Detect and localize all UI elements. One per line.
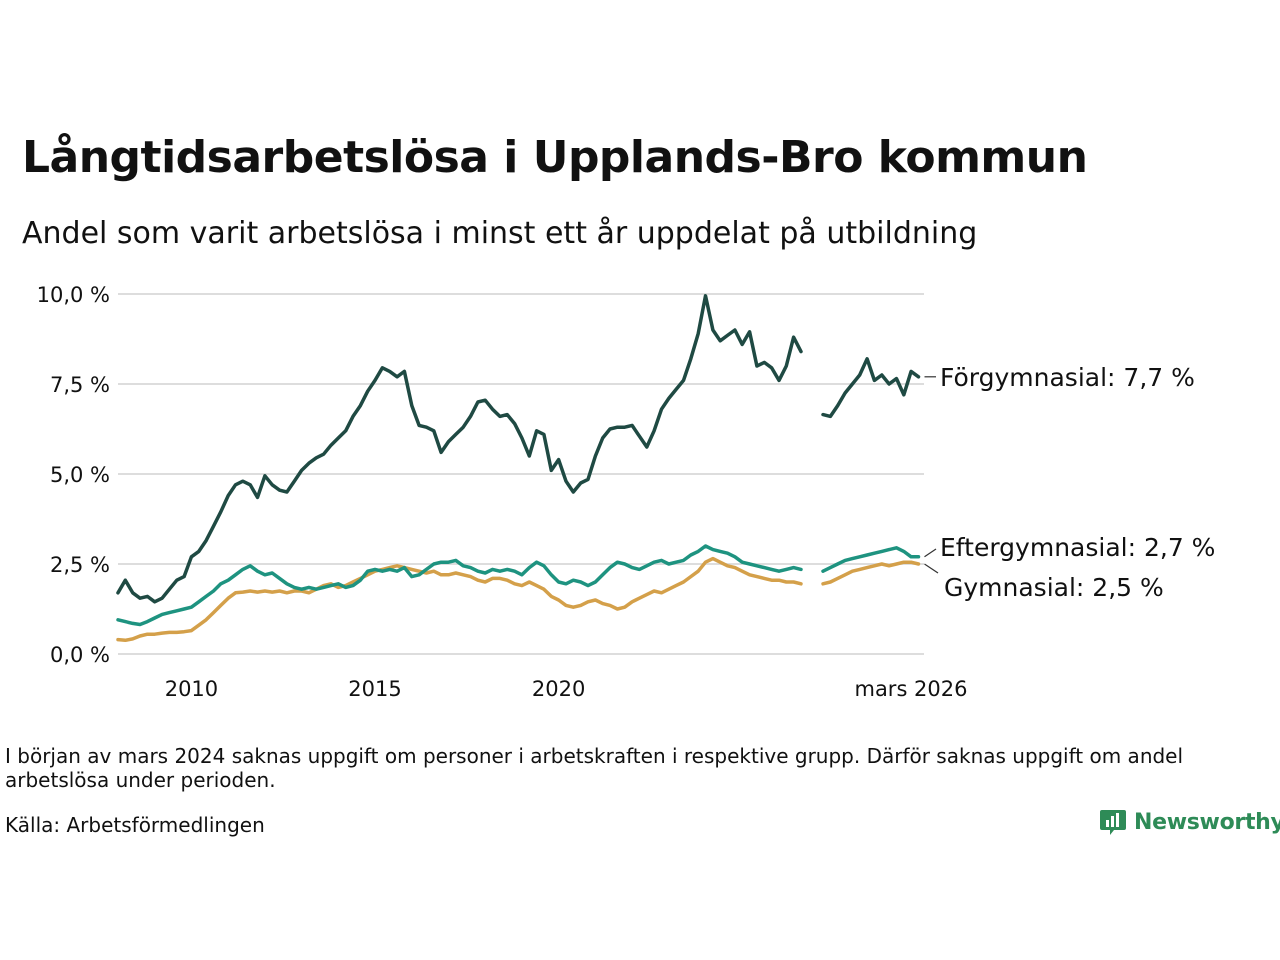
label-leader-line xyxy=(924,548,937,558)
logo-text: Newsworthy xyxy=(1134,809,1280,835)
chart-title: Långtidsarbetslösa i Upplands-Bro kommun xyxy=(22,132,1088,183)
x-tick-label: 2015 xyxy=(348,677,401,701)
series-line-eftergymnasial xyxy=(116,544,803,627)
series-line-förgymnasial xyxy=(821,357,921,419)
y-tick-label: 10,0 % xyxy=(37,283,110,307)
label-layer: Förgymnasial: 7,7 % Eftergymnasial: 2,7 %… xyxy=(924,363,1215,602)
line-chart: 0,0 % 2,5 % 5,0 % 7,5 % 10,0 % 2010 2015 2020 ma… xyxy=(37,283,1216,701)
grid-layer: 0,0 % 2,5 % 5,0 % 7,5 % 10,0 % 2010 2015 2020 ma… xyxy=(37,283,968,701)
footnote: I början av mars 2024 saknas uppgift om … xyxy=(5,744,1184,792)
series-layer xyxy=(116,294,921,643)
series-end-label: Förgymnasial: 7,7 % xyxy=(940,363,1195,392)
y-tick-label: 0,0 % xyxy=(50,643,110,667)
series-line-eftergymnasial xyxy=(821,546,921,573)
source-credit: Källa: Arbetsförmedlingen xyxy=(5,813,265,837)
chart-subtitle: Andel som varit arbetslösa i minst ett å… xyxy=(22,216,978,251)
bar-chart-icon xyxy=(1100,810,1126,835)
series-line-förgymnasial xyxy=(116,294,803,604)
series-line-gymnasial xyxy=(116,556,803,643)
label-leader-line xyxy=(924,563,939,574)
x-tick-label: 2020 xyxy=(532,677,585,701)
y-tick-label: 2,5 % xyxy=(50,553,110,577)
y-tick-label: 5,0 % xyxy=(50,463,110,487)
y-tick-label: 7,5 % xyxy=(50,373,110,397)
series-end-label: Eftergymnasial: 2,7 % xyxy=(940,533,1215,562)
series-line-gymnasial xyxy=(821,560,921,586)
x-tick-label: mars 2026 xyxy=(854,677,967,701)
series-end-label: Gymnasial: 2,5 % xyxy=(944,573,1164,602)
newsworthy-logo[interactable]: Newsworthy xyxy=(1100,808,1280,836)
x-tick-label: 2010 xyxy=(165,677,218,701)
